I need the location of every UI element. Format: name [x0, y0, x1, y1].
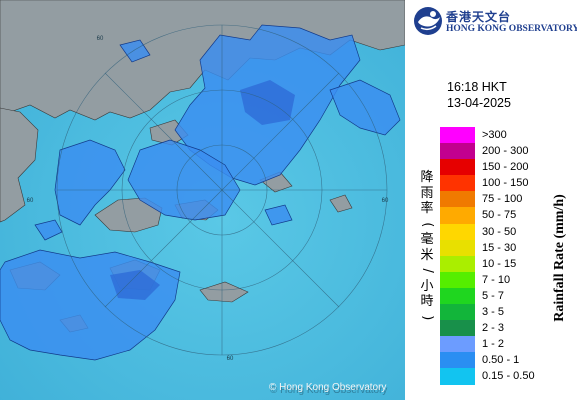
legend-swatch: [440, 239, 475, 256]
legend-row: 5 - 7: [440, 287, 504, 305]
legend-label: 100 - 150: [482, 177, 529, 190]
unit-cn-glyph: 率: [420, 201, 434, 216]
rain-patch-2: [264, 204, 293, 226]
legend-label: 3 - 5: [482, 306, 505, 319]
unit-cn-glyph: 小: [420, 278, 434, 294]
legend-swatch: [440, 175, 475, 192]
heavier-rain-layer: [110, 80, 295, 300]
range-ring-labels: 60 60 60 60: [27, 36, 389, 362]
legend-label: 7 - 10: [482, 273, 511, 286]
legend-label: 1 - 2: [482, 338, 505, 351]
island-se: [199, 281, 249, 303]
radar-map: 60 60 60 60 © Hong Kong Observatory: [0, 0, 405, 400]
rain-core-north: [240, 80, 295, 125]
unit-cn-glyph: 降: [420, 170, 434, 185]
legend-row: 0.50 - 1: [440, 352, 519, 369]
legend-row: 0.15 - 0.50: [440, 368, 535, 385]
ring-label-west: 60: [27, 198, 34, 204]
radar-time: 16:18 HKT: [447, 80, 507, 94]
legend-swatch: [440, 127, 475, 144]
legend-swatch: [440, 287, 475, 305]
unit-cn-glyph: ): [419, 314, 435, 320]
org-name-english: HONG KONG OBSERVATORY: [446, 24, 577, 34]
unit-cn-glyph: /: [419, 268, 435, 273]
radar-date: 13-04-2025: [447, 96, 511, 110]
legend-row: 30 - 50: [440, 223, 516, 240]
legend-row: 3 - 5: [440, 304, 504, 321]
legend-label: 150 - 200: [482, 161, 529, 174]
legend-row: 7 - 10: [440, 271, 510, 288]
legend-row: 10 - 15: [440, 255, 516, 272]
radial-line-ne: [221, 72, 340, 191]
hko-logo-mark: [414, 7, 442, 35]
legend-row: 50 - 75: [440, 207, 516, 224]
radial-line-se: [221, 189, 340, 308]
hko-logo: 香港天文台 HONG KONG OBSERVATORY: [413, 6, 577, 38]
unit-cn-glyph: 毫: [420, 232, 434, 247]
legend-swatch: [440, 336, 475, 353]
unit-cn-glyph: 雨: [420, 185, 434, 201]
radial-line-nw: [104, 72, 223, 191]
legend-swatch: [440, 304, 475, 321]
copyright-shadow: © Hong Kong Observatory: [270, 385, 387, 396]
legend-label: 0.50 - 1: [482, 354, 520, 367]
legend-label: 10 - 15: [482, 257, 517, 270]
unit-cn-glyph: 時: [420, 294, 434, 309]
unit-cn-glyph: (: [419, 221, 435, 227]
legend-row: 75 - 100: [440, 191, 522, 208]
legend-label: 200 - 300: [482, 145, 529, 158]
mainland-west: [0, 107, 39, 223]
legend-swatch: [440, 159, 475, 176]
radial-line-sw: [104, 189, 223, 308]
legend-label: 0.15 - 0.50: [482, 370, 535, 383]
legend-label: 75 - 100: [482, 193, 523, 206]
rainfall-legend: >300 200 - 300 150 - 200 100 - 150 75 - …: [440, 127, 535, 385]
ring-label-south: 60: [227, 356, 234, 362]
legend-swatch: [440, 207, 475, 224]
rainfall-rate-unit-english: Rainfall Rate (mm/h): [552, 194, 567, 322]
legend-label: 50 - 75: [482, 209, 517, 222]
legend-row: 2 - 3: [440, 320, 504, 337]
legend-label: 15 - 30: [482, 241, 517, 254]
legend-label: 30 - 50: [482, 225, 517, 238]
rain-patch-1: [34, 219, 63, 241]
legend-row: 1 - 2: [440, 336, 504, 353]
ring-label-east: 60: [382, 198, 389, 204]
legend-row: >300: [440, 127, 507, 144]
island-small-3: [329, 194, 353, 213]
unit-cn-glyph: 米: [420, 247, 434, 263]
range-rings: [56, 24, 388, 356]
legend-row: 100 - 150: [440, 175, 528, 192]
legend-row: 200 - 300: [440, 143, 528, 160]
legend-row: 15 - 30: [440, 239, 516, 256]
rain-core-sw: [110, 270, 160, 300]
legend-label: 2 - 3: [482, 322, 505, 335]
legend-panel: 香港天文台 HONG KONG OBSERVATORY 16:18 HKT 13…: [405, 0, 577, 400]
legend-swatch: [440, 352, 475, 369]
legend-swatch: [440, 255, 475, 272]
legend-swatch: [440, 320, 475, 337]
legend-swatch: [440, 368, 475, 385]
ring-label-north: 60: [97, 36, 104, 42]
rainfall-rate-unit-chinese: 降雨率 ( 毫米 / 小時): [419, 170, 435, 325]
legend-swatch: [440, 143, 475, 160]
copyright-notice: © Hong Kong Observatory: [269, 382, 387, 393]
legend-swatch: [440, 191, 475, 208]
legend-swatch: [440, 223, 475, 240]
legend-swatch: [440, 271, 475, 288]
legend-row: 150 - 200: [440, 159, 528, 176]
org-name-chinese: 香港天文台: [446, 10, 512, 24]
legend-label: >300: [482, 129, 507, 141]
legend-label: 5 - 7: [482, 289, 505, 302]
